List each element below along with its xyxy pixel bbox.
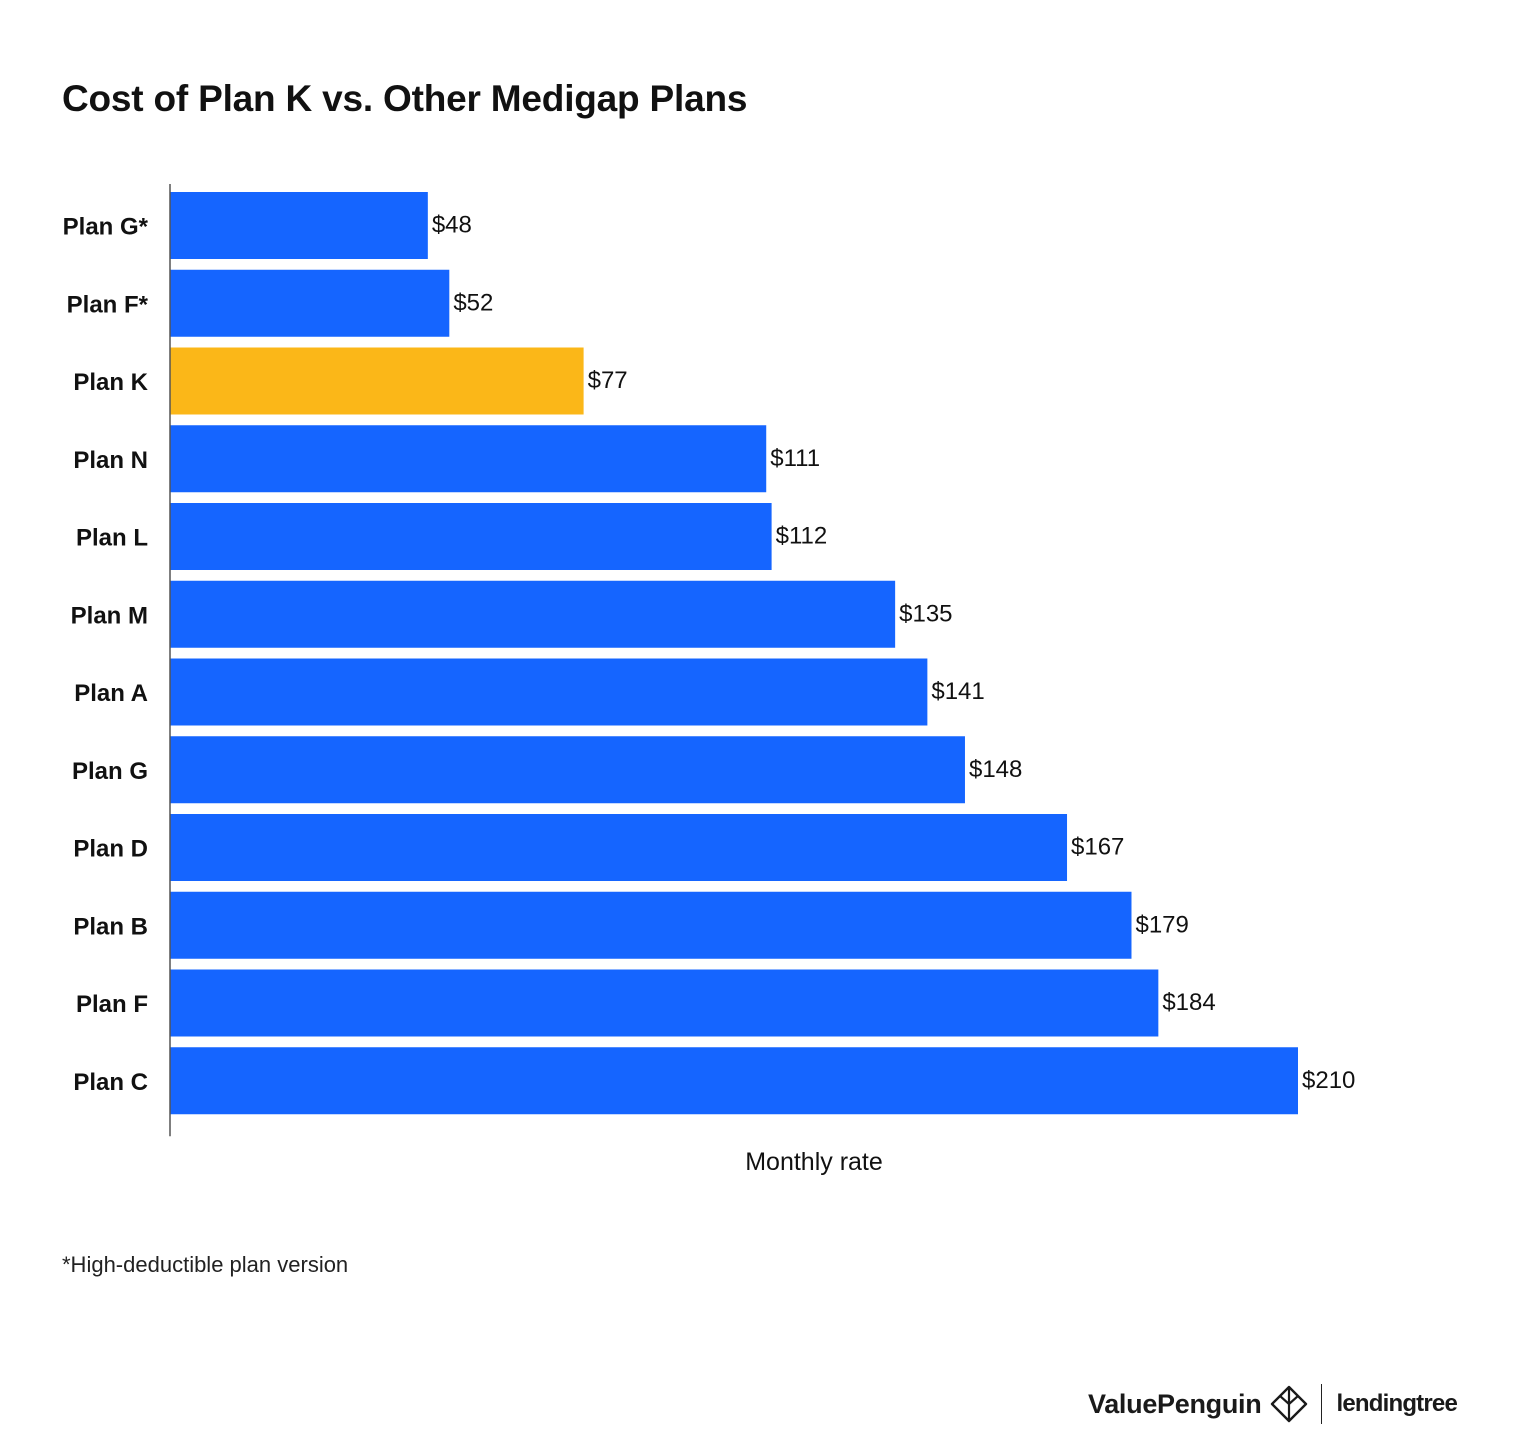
bar-plan-g: [170, 192, 428, 259]
data-label: $148: [969, 756, 1022, 783]
valuepenguin-logo: ValuePenguin: [1088, 1388, 1262, 1419]
data-label: $77: [588, 367, 628, 394]
y-tick-label: Plan F*: [67, 291, 149, 318]
bar-plan-k: [170, 347, 584, 415]
y-tick-label: Plan G*: [63, 214, 149, 241]
bar-plan-a: [170, 658, 928, 726]
data-label: $141: [931, 678, 984, 705]
y-tick-label: Plan B: [73, 913, 148, 940]
valuepenguin-mark-icon: [1271, 1385, 1308, 1423]
footnote: *High-deductible plan version: [62, 1252, 349, 1277]
bar-plan-n: [170, 425, 767, 493]
bar-plan-g: [170, 736, 965, 804]
data-label: $111: [770, 445, 820, 472]
data-label: $210: [1302, 1067, 1355, 1094]
bar-plan-m: [170, 580, 896, 648]
brand-divider: [1321, 1384, 1323, 1424]
data-label: $179: [1135, 911, 1188, 938]
bar-plan-c: [170, 1047, 1298, 1115]
data-label: $112: [776, 523, 828, 550]
brand-logos: ValuePenguin lendingtree: [1088, 1382, 1458, 1426]
y-tick-label: Plan A: [74, 680, 148, 707]
bar-plan-f: [170, 269, 450, 337]
bar-plan-l: [170, 503, 772, 570]
data-label: $167: [1071, 834, 1124, 861]
data-label: $135: [899, 600, 952, 627]
y-tick-label: Plan N: [73, 447, 148, 474]
bar-plan-b: [170, 891, 1132, 959]
data-label: $48: [432, 212, 472, 239]
bar-plan-f: [170, 969, 1159, 1037]
lendingtree-logo: lendingtree: [1336, 1390, 1458, 1417]
y-tick-label: Plan M: [71, 602, 148, 629]
y-tick-label: Plan C: [73, 1069, 148, 1096]
y-tick-label: Plan K: [73, 369, 148, 396]
bars-layer: [170, 192, 1298, 1115]
labels-layer: Plan G* $48 Plan F* $52 Plan K $77 Plan N $111 P…: [63, 212, 1356, 1096]
data-label: $52: [453, 289, 493, 316]
bar-plan-d: [170, 814, 1068, 881]
data-label: $184: [1162, 989, 1215, 1016]
y-tick-label: Plan F: [76, 991, 148, 1018]
y-tick-label: Plan L: [76, 525, 148, 552]
x-axis-label: Monthly rate: [745, 1148, 883, 1176]
chart-title: Cost of Plan K vs. Other Medigap Plans: [62, 78, 748, 119]
y-tick-label: Plan G: [72, 758, 148, 785]
y-tick-label: Plan D: [73, 836, 148, 863]
